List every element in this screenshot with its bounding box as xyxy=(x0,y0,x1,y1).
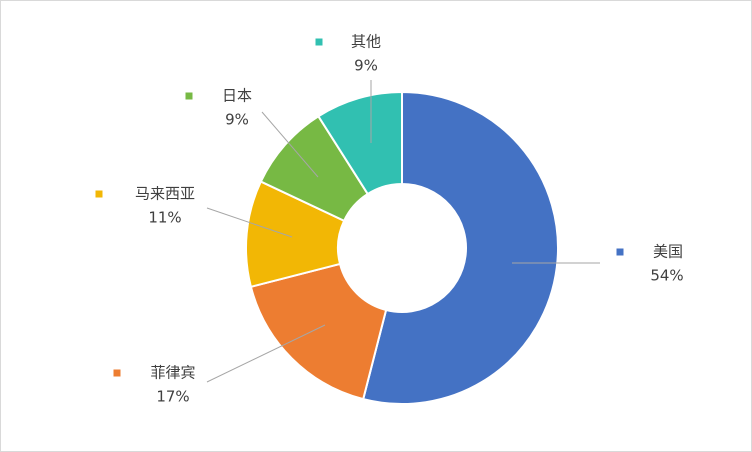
leader-line xyxy=(206,207,293,238)
donut-slice xyxy=(317,90,403,196)
leader-line xyxy=(206,324,326,383)
label-swatch xyxy=(185,92,193,100)
category-label: 马来西亚 xyxy=(135,185,195,203)
category-label: 其他 xyxy=(351,33,381,51)
value-label: 17% xyxy=(156,388,189,406)
value-label: 9% xyxy=(354,57,378,75)
donut-slice xyxy=(249,262,388,401)
value-label: 54% xyxy=(650,267,683,285)
leader-line xyxy=(261,111,319,178)
category-label: 美国 xyxy=(653,243,683,261)
category-label: 日本 xyxy=(222,87,252,105)
label-swatch xyxy=(315,38,323,46)
value-label: 11% xyxy=(148,209,181,227)
donut-slice xyxy=(361,90,559,405)
value-label: 9% xyxy=(225,111,249,129)
label-swatch xyxy=(95,190,103,198)
category-label: 菲律宾 xyxy=(150,364,195,382)
label-swatch xyxy=(616,248,624,256)
label-swatch xyxy=(113,369,121,377)
